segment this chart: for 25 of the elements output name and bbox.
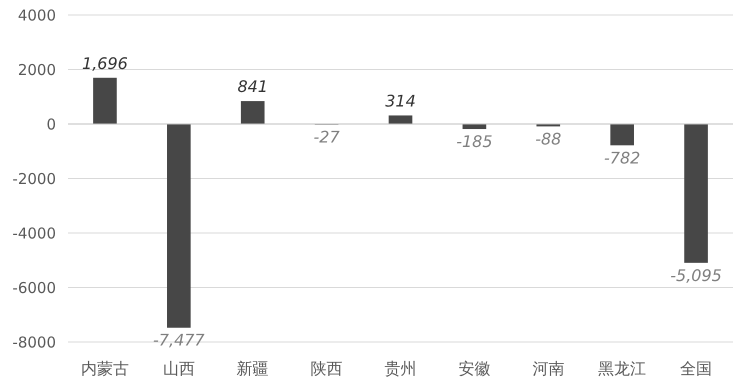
data-label: -88: [535, 129, 562, 148]
data-label: 1,696: [82, 54, 128, 73]
y-tick-label: -6000: [12, 278, 56, 297]
data-label: -185: [456, 132, 493, 152]
y-tick-label: 4000: [18, 6, 56, 24]
x-tick-label: 陕西: [310, 359, 343, 378]
x-tick-label: 黑龙江: [598, 359, 646, 378]
x-tick-label: 全国: [680, 359, 712, 378]
x-tick-label: 贵州: [384, 359, 416, 378]
y-tick-label: 2000: [18, 60, 56, 79]
y-tick-label: -8000: [12, 333, 56, 352]
data-label: -27: [314, 128, 340, 147]
data-label: -7,477: [153, 330, 206, 350]
x-tick-label: 安徽: [458, 359, 490, 378]
y-tick-label: -2000: [12, 170, 56, 188]
x-tick-label: 河南: [532, 359, 564, 378]
data-label: -782: [604, 148, 640, 168]
x-tick-label: 山西: [162, 359, 195, 378]
data-label: -5,095: [670, 266, 722, 285]
x-tick-label: 内蒙古: [80, 359, 129, 378]
y-tick-label: 0: [46, 115, 56, 134]
data-label: 841: [237, 77, 268, 96]
data-label: 314: [385, 91, 416, 110]
x-tick-label: 新疆: [236, 359, 269, 378]
y-tick-label: -4000: [12, 224, 56, 242]
